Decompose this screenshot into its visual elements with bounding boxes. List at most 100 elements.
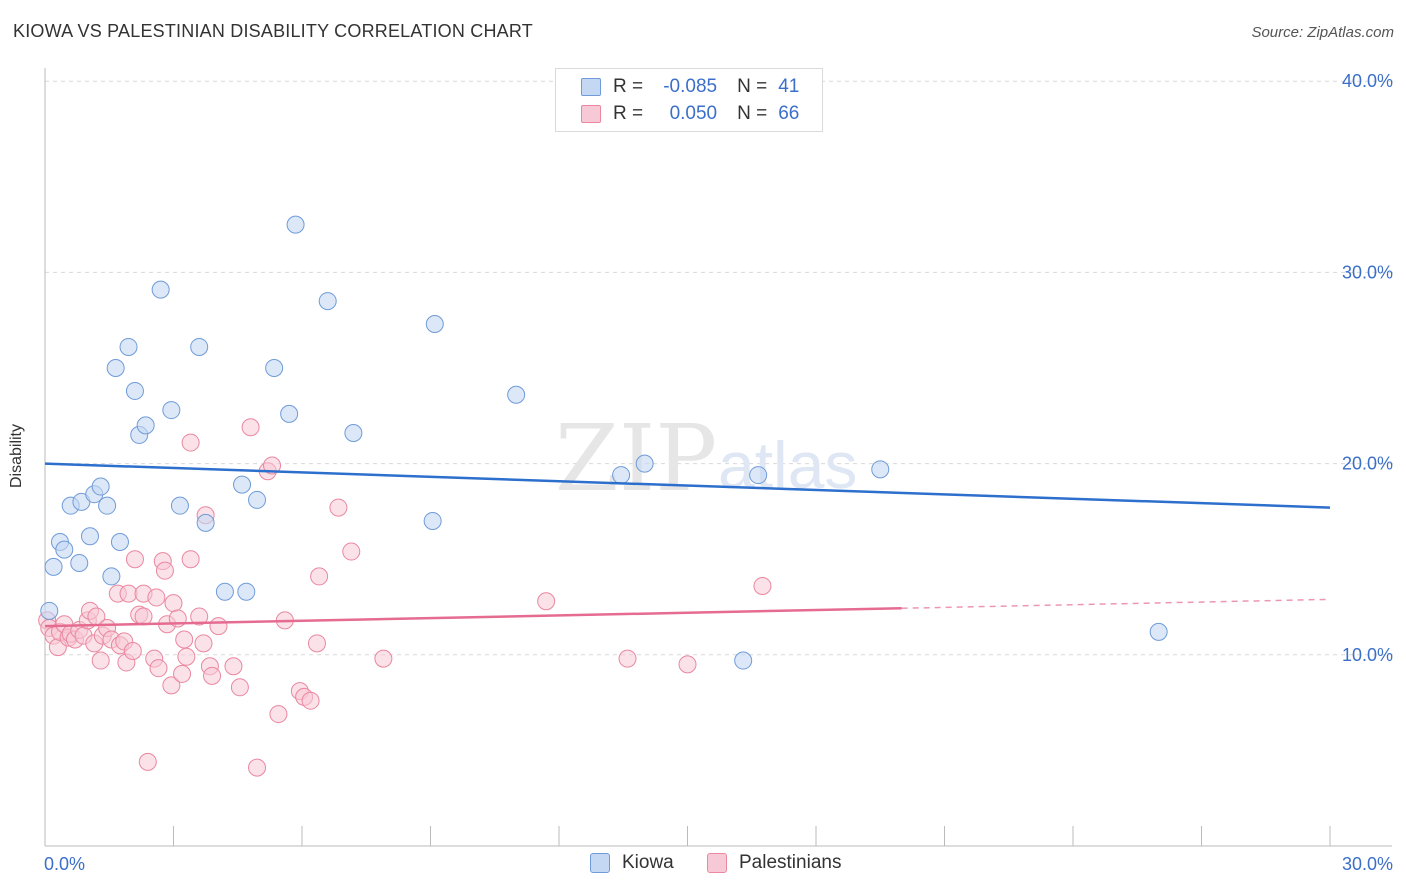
- kiowa-point: [280, 404, 299, 423]
- kiowa-point: [248, 490, 267, 509]
- kiowa-trendline: [44, 462, 1331, 509]
- legend-item-label: Palestinians: [739, 852, 842, 873]
- kiowa-point: [265, 359, 284, 377]
- kiowa-point: [507, 385, 526, 404]
- palestinians-point: [138, 752, 157, 771]
- palestinians-point: [310, 567, 329, 586]
- palestinians-point: [342, 542, 361, 561]
- legend-r-value: -0.085: [663, 76, 718, 97]
- palestinians-point: [537, 592, 556, 611]
- palestinians-point: [190, 607, 209, 626]
- palestinians-point: [753, 576, 772, 595]
- palestinians-point: [91, 651, 110, 670]
- kiowa-point: [612, 466, 631, 485]
- kiowa-point: [237, 582, 256, 601]
- palestinians-swatch: [581, 105, 601, 123]
- kiowa-point: [344, 424, 363, 443]
- kiowa-point: [425, 315, 444, 334]
- chart-title: KIOWA VS PALESTINIAN DISABILITY CORRELAT…: [13, 21, 533, 41]
- palestinians-point: [209, 617, 228, 636]
- legend-item-label: Kiowa: [622, 852, 674, 873]
- palestinians-point: [307, 634, 326, 653]
- palestinians-point: [125, 550, 144, 569]
- palestinians-point: [147, 588, 166, 607]
- legend-n-value: 66: [778, 103, 800, 124]
- legend-row-kiowa: R = -0.085 N = 41: [581, 75, 799, 99]
- kiowa-point: [102, 567, 121, 586]
- palestinians-trendline-extension: [901, 598, 1331, 610]
- kiowa-point: [233, 475, 252, 494]
- palestinians-point: [181, 550, 200, 569]
- legend-n-label: N =: [737, 103, 768, 124]
- kiowa-point: [119, 337, 138, 356]
- palestinians-point: [678, 655, 697, 674]
- palestinians-point: [230, 678, 249, 697]
- kiowa-point: [170, 496, 189, 515]
- palestinians-point: [374, 649, 393, 668]
- kiowa-point: [190, 337, 209, 356]
- palestinians-legend-swatch: [707, 853, 727, 873]
- legend-item-palestinians: Palestinians: [707, 852, 841, 874]
- legend-row-palestinians: R = 0.050 N = 66: [581, 102, 799, 126]
- palestinians-point: [177, 647, 196, 666]
- kiowa-point: [162, 401, 181, 420]
- legend-r-label: R =: [613, 76, 644, 97]
- kiowa-point: [55, 540, 74, 559]
- legend-n-label: N =: [737, 76, 768, 97]
- watermark-zip: ZIP: [555, 405, 717, 512]
- kiowa-point: [734, 651, 753, 670]
- kiowa-point: [136, 416, 155, 435]
- kiowa-point: [423, 511, 442, 530]
- y-axis-label: Disability: [8, 423, 25, 489]
- kiowa-point: [98, 496, 117, 515]
- palestinians-point: [301, 691, 320, 710]
- palestinians-point: [241, 418, 260, 437]
- palestinians-point: [263, 456, 282, 475]
- kiowa-legend-swatch: [590, 853, 610, 873]
- kiowa-point: [106, 359, 125, 377]
- kiowa-point: [125, 381, 144, 400]
- kiowa-point: [286, 215, 305, 234]
- kiowa-point: [40, 601, 59, 620]
- legend-r-label: R =: [613, 103, 644, 124]
- palestinians-point: [123, 641, 142, 660]
- palestinians-point: [248, 758, 267, 777]
- kiowa-point: [749, 466, 768, 485]
- kiowa-point: [110, 532, 129, 551]
- palestinians-trendline: [44, 607, 902, 628]
- stats-legend: R = -0.085 N = 41 R = 0.050 N = 66: [555, 68, 823, 132]
- y-tick-label: 20.0%: [1342, 454, 1393, 474]
- palestinians-point: [155, 561, 174, 580]
- kiowa-point: [1149, 622, 1168, 641]
- source-label: Source: ZipAtlas.com: [1251, 24, 1394, 41]
- kiowa-point: [215, 582, 234, 601]
- palestinians-point: [164, 594, 183, 613]
- kiowa-point: [196, 513, 215, 532]
- palestinians-point: [203, 666, 222, 685]
- palestinians-point: [173, 664, 192, 683]
- x-tick-label: 0.0%: [44, 854, 85, 874]
- kiowa-point: [151, 280, 170, 299]
- kiowa-point: [318, 292, 337, 311]
- series-legend: Kiowa Palestinians: [0, 852, 1406, 878]
- legend-r-value: 0.050: [669, 103, 718, 124]
- legend-n-value: 41: [778, 76, 800, 97]
- palestinians-point: [194, 634, 213, 653]
- legend-item-kiowa: Kiowa: [590, 852, 674, 874]
- y-tick-label: 30.0%: [1342, 262, 1393, 282]
- palestinians-point: [162, 676, 181, 695]
- palestinians-point: [149, 659, 168, 678]
- y-tick-label: 40.0%: [1342, 71, 1393, 91]
- kiowa-point: [70, 554, 89, 573]
- kiowa-swatch: [581, 78, 601, 96]
- kiowa-point: [871, 460, 890, 479]
- palestinians-point: [119, 584, 138, 603]
- palestinians-point: [618, 649, 637, 668]
- y-tick-label: 10.0%: [1342, 645, 1393, 665]
- palestinians-point: [181, 433, 200, 452]
- palestinians-point: [329, 498, 348, 517]
- kiowa-point: [635, 454, 654, 473]
- x-tick-label: 30.0%: [1342, 854, 1393, 874]
- kiowa-point: [91, 477, 110, 496]
